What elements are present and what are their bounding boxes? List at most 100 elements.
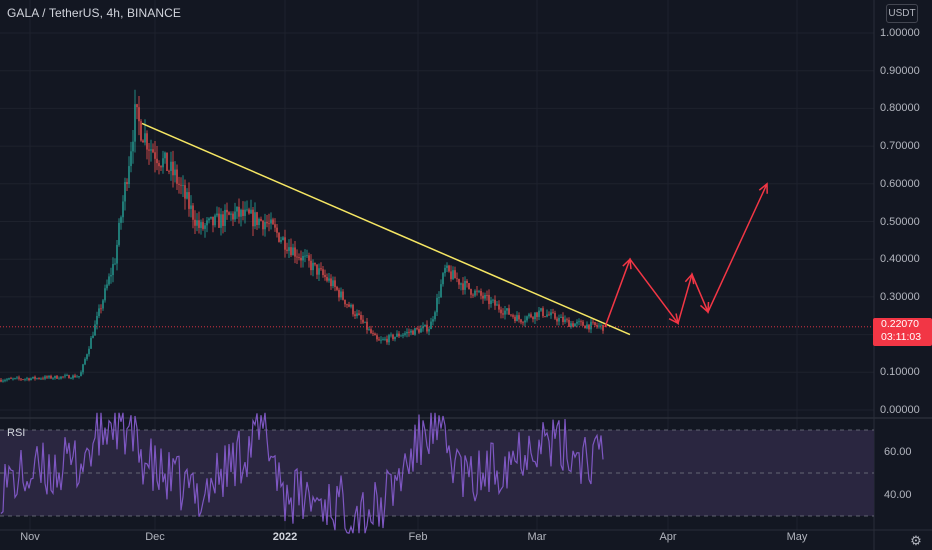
time-tick-label: 2022: [272, 531, 298, 543]
candle-body: [24, 378, 26, 380]
currency-button[interactable]: USDT: [886, 4, 918, 23]
candle-body: [202, 222, 204, 229]
candle-body: [108, 276, 110, 285]
candle-body: [590, 321, 592, 330]
candle-body: [568, 319, 570, 327]
candle-body: [68, 375, 70, 379]
candle-body: [258, 218, 260, 226]
candle-body: [148, 149, 150, 151]
time-tick-label: Apr: [659, 531, 677, 543]
candle-body: [552, 312, 554, 314]
candle-body: [406, 331, 408, 334]
candle-body: [76, 376, 78, 378]
candle-body: [90, 337, 92, 349]
candle-body: [190, 205, 192, 209]
projection-path[interactable]: [604, 183, 768, 328]
candle-body: [352, 304, 354, 315]
candle-body: [484, 295, 486, 299]
candle-body: [530, 314, 532, 318]
candle-body: [18, 377, 20, 379]
candle-body: [184, 185, 186, 199]
price-tick-label: 0.40000: [880, 253, 920, 266]
candle-body: [496, 304, 498, 306]
candle-body: [254, 212, 256, 227]
trendline[interactable]: [141, 122, 631, 336]
candle-body: [480, 291, 482, 296]
candle-body: [414, 328, 416, 335]
candle-body: [402, 334, 404, 336]
price-tick-label: 0.80000: [880, 102, 920, 115]
candle-body: [416, 328, 418, 330]
candle-body: [574, 323, 576, 327]
candle-body: [92, 335, 94, 338]
candle-body: [322, 269, 324, 275]
candle-body: [158, 163, 160, 167]
candle-body: [310, 260, 312, 271]
candle-body: [60, 376, 62, 379]
candle-body: [292, 247, 294, 256]
candle-body: [124, 182, 126, 202]
candle-body: [372, 333, 374, 334]
candle-body: [312, 262, 314, 271]
candle-body: [36, 378, 38, 379]
gear-icon[interactable]: ⚙: [910, 533, 922, 548]
candle-body: [272, 219, 274, 225]
candle-body: [278, 232, 280, 242]
candle-body: [448, 265, 450, 272]
candle-body: [476, 290, 478, 292]
candle-body: [136, 104, 138, 108]
candle-body: [216, 213, 218, 216]
time-tick-label: Feb: [408, 531, 428, 543]
candle-body: [192, 205, 194, 220]
candle-body: [316, 264, 318, 275]
candle-body: [318, 268, 320, 275]
candle-body: [362, 319, 364, 323]
candle-body: [428, 329, 430, 332]
candle-body: [560, 316, 562, 318]
candle-body: [586, 324, 588, 329]
candle-body: [88, 348, 90, 355]
candle-body: [0, 379, 2, 382]
candle-body: [42, 378, 44, 380]
candle-body: [378, 339, 380, 341]
candle-body: [182, 185, 184, 186]
candle-body: [252, 209, 254, 227]
candle-body: [106, 284, 108, 289]
candle-body: [118, 222, 120, 245]
candle-body: [144, 133, 146, 143]
candle-body: [388, 335, 390, 343]
candle-body: [486, 295, 488, 296]
candle-body: [566, 319, 568, 321]
candle-body: [534, 312, 536, 320]
symbol-title[interactable]: GALA / TetherUS, 4h, BINANCE: [7, 6, 181, 20]
candle-body: [12, 378, 14, 380]
price-tick-label: 0.60000: [880, 177, 920, 190]
candle-body: [516, 315, 518, 322]
candle-body: [122, 201, 124, 218]
candle-body: [602, 324, 604, 331]
candle-body: [524, 320, 526, 323]
candle-body: [66, 375, 68, 377]
candle-body: [444, 267, 446, 274]
candle-body: [324, 274, 326, 278]
candle-body: [102, 300, 104, 309]
price-tick-label: 0.70000: [880, 140, 920, 153]
candle-body: [570, 323, 572, 327]
candle-body: [78, 376, 80, 377]
axis-corner: [874, 530, 932, 550]
candle-body: [234, 211, 236, 220]
candle-body: [166, 152, 168, 171]
candle-body: [404, 333, 406, 335]
projection-arrowhead: [684, 272, 695, 285]
candle-body: [230, 213, 232, 215]
candle-body: [376, 335, 378, 340]
candle-body: [494, 299, 496, 306]
candle-body: [30, 378, 32, 381]
candle-body: [260, 218, 262, 221]
candle-body: [208, 218, 210, 221]
candle-body: [466, 280, 468, 284]
time-tick-label: Mar: [527, 531, 547, 543]
candle-body: [580, 321, 582, 323]
